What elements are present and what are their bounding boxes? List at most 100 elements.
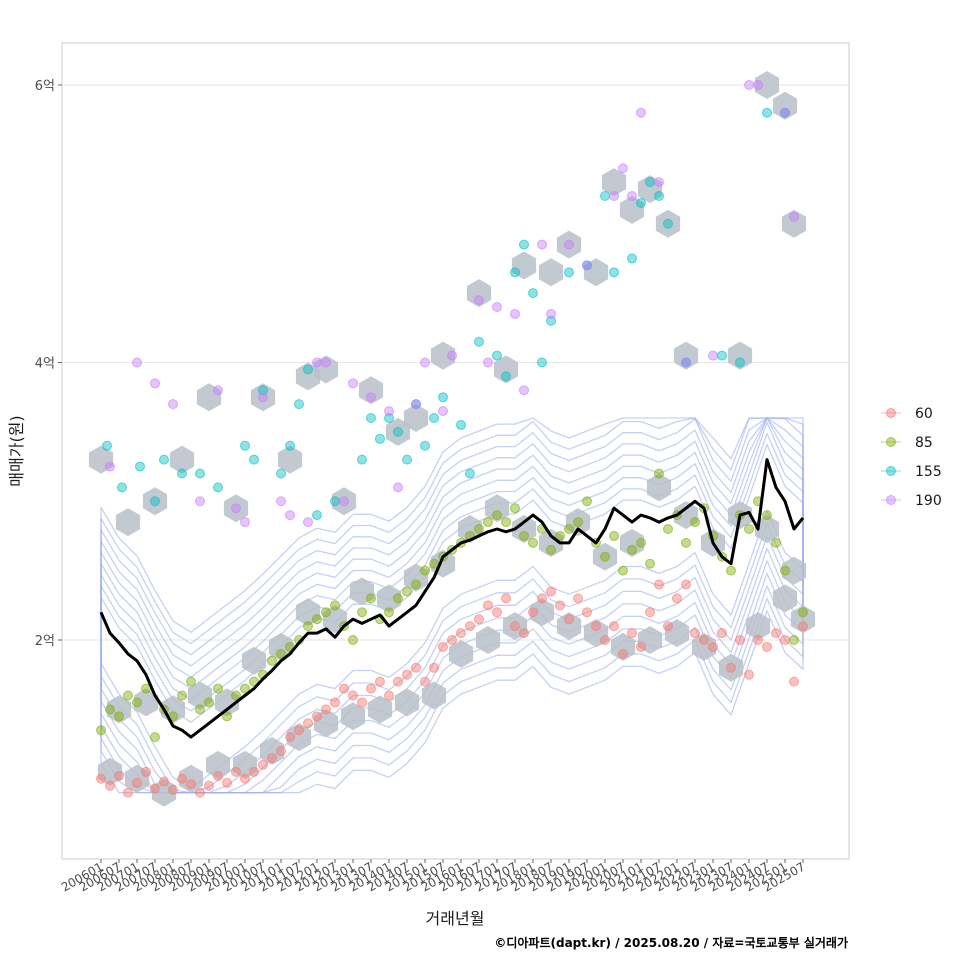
scatter-point-155 — [303, 364, 313, 375]
scatter-point-85 — [564, 524, 574, 534]
x-axis: 2006012006072007012007072008012008072009… — [59, 859, 808, 895]
scatter-point-60 — [780, 635, 790, 645]
scatter-point-60 — [114, 770, 124, 781]
scatter-point-155 — [528, 288, 538, 299]
scatter-point-190 — [483, 357, 493, 368]
scatter-point-60 — [276, 746, 286, 756]
scatter-point-85 — [573, 517, 583, 528]
scatter-point-85 — [474, 524, 484, 534]
scatter-point-190 — [708, 350, 718, 361]
hexbin-cell — [673, 501, 699, 530]
scatter-point-60 — [591, 621, 601, 632]
scatter-point-60 — [195, 787, 205, 798]
hexbin-cell — [196, 383, 222, 412]
hexbin-cell — [745, 612, 771, 641]
scatter-point-60 — [609, 621, 619, 632]
scatter-point-190 — [654, 177, 664, 188]
scatter-point-60 — [546, 586, 556, 597]
hexbin-cell — [367, 695, 393, 724]
hexbin-cell — [313, 355, 339, 384]
hexbin-cell — [727, 341, 753, 370]
scatter-point-85 — [222, 711, 232, 722]
scatter-point-155 — [762, 107, 772, 118]
scatter-point-60 — [762, 641, 772, 652]
scatter-point-60 — [501, 593, 511, 604]
scatter-point-60 — [258, 759, 268, 770]
scatter-point-190 — [195, 496, 205, 507]
scatter-point-155 — [402, 454, 412, 465]
scatter-point-60 — [330, 697, 340, 708]
hexbin-cell — [430, 341, 456, 370]
scatter-point-85 — [150, 732, 160, 743]
scatter-point-190 — [105, 461, 115, 472]
hexbin-cell — [556, 230, 582, 259]
scatter-point-155 — [600, 191, 610, 201]
scatter-point-190 — [474, 295, 484, 306]
scatter-point-60 — [303, 718, 313, 729]
hexbin-cell — [88, 445, 114, 474]
hexbin-cell — [250, 383, 276, 412]
hexbin-cell — [691, 632, 717, 661]
scatter-point-60 — [267, 752, 277, 763]
hexbin-cell — [232, 750, 258, 779]
scatter-point-190 — [618, 163, 628, 174]
hexbin-cell — [313, 709, 339, 738]
hexbin-cell — [376, 584, 402, 613]
hexbin-cell — [601, 168, 627, 197]
scatter-point-155 — [357, 454, 367, 465]
scatter-point-60 — [375, 676, 385, 687]
scatter-point-60 — [420, 676, 430, 687]
scatter-point-60 — [438, 641, 448, 652]
scatter-point-60 — [159, 776, 169, 787]
scatter-point-190 — [384, 406, 394, 417]
hexbin-cell — [268, 632, 294, 661]
hexbin-cell — [349, 577, 375, 606]
scatter-point-190 — [240, 517, 250, 528]
scatter-point-85 — [681, 537, 691, 548]
scatter-point-85 — [411, 579, 421, 590]
scatter-point-85 — [276, 648, 286, 659]
scatter-point-60 — [429, 662, 439, 673]
hexbin-cell — [277, 445, 303, 474]
scatter-point-155 — [456, 419, 466, 430]
hexbin-cell — [664, 619, 690, 648]
scatter-point-60 — [177, 773, 187, 784]
hexbin-cell — [718, 653, 744, 682]
scatter-point-60 — [411, 662, 421, 673]
hexbin-cell — [592, 542, 618, 571]
scatter-point-60 — [789, 676, 799, 687]
scatter-point-60 — [474, 614, 484, 625]
hexbin-cell — [637, 626, 663, 654]
scatter-point-60 — [168, 784, 178, 795]
scatter-point-155 — [294, 399, 304, 410]
scatter-point-60 — [717, 628, 727, 639]
scatter-point-190 — [582, 260, 592, 271]
hexbin-cell — [403, 404, 429, 432]
scatter-point-155 — [465, 468, 475, 479]
scatter-point-60 — [573, 593, 583, 604]
scatter-point-60 — [402, 669, 412, 680]
y-axis: 2억 4억 6억 — [35, 79, 62, 649]
hexbin-layer — [88, 71, 816, 807]
scatter-point-155 — [564, 267, 574, 278]
scatter-point-60 — [240, 773, 250, 784]
scatter-point-85 — [384, 607, 394, 618]
density-contour — [100, 417, 804, 794]
scatter-point-85 — [348, 635, 358, 645]
scatter-point-60 — [753, 635, 763, 645]
scatter-point-155 — [375, 433, 385, 444]
scatter-point-60 — [321, 704, 331, 715]
hexbin-cell — [511, 515, 537, 543]
scatter-point-190 — [420, 357, 430, 368]
scatter-point-60 — [213, 770, 223, 781]
hexbin-cell — [421, 681, 447, 710]
scatter-point-60 — [150, 783, 160, 794]
scatter-point-60 — [510, 621, 520, 632]
scatter-point-60 — [708, 641, 718, 652]
scatter-point-155 — [285, 440, 295, 451]
scatter-point-190 — [510, 308, 520, 319]
hexbin-cell — [502, 612, 528, 641]
hexbin-cell — [646, 473, 672, 502]
scatter-point-85 — [762, 510, 772, 521]
y-axis-title: 매매가(원) — [7, 415, 26, 486]
